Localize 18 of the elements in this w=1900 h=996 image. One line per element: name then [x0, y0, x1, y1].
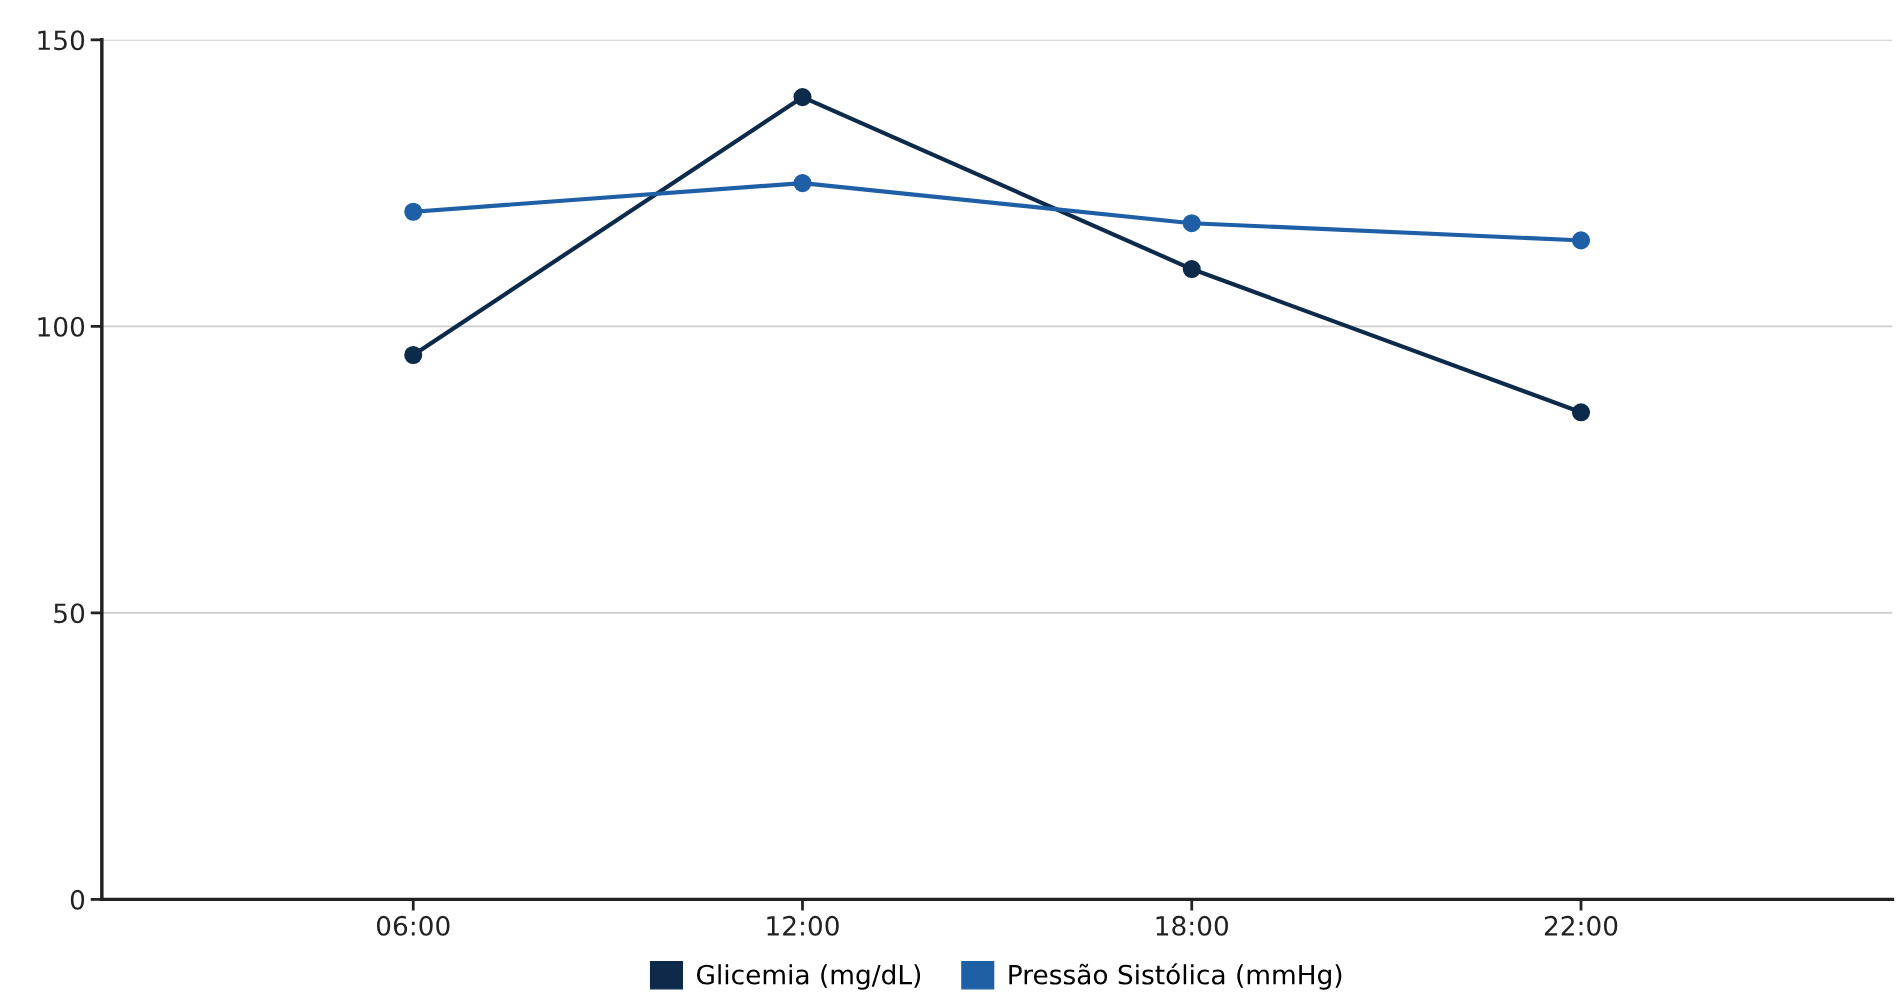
point [1571, 231, 1591, 250]
point [793, 88, 812, 107]
x-tick-label: 22:00 [1544, 915, 1618, 936]
point [793, 174, 812, 193]
point [1182, 214, 1201, 233]
point [404, 202, 423, 221]
y-tick-label: 50 [54, 603, 85, 624]
y-tick-label: 100 [38, 316, 85, 337]
x-tick-label: 06:00 [376, 915, 450, 936]
legend-label: Glicemia (mg/dL) [696, 964, 921, 990]
x-tick-label: 12:00 [767, 915, 839, 936]
point [1182, 260, 1201, 279]
point [404, 345, 423, 365]
y-tick-label: 0 [70, 889, 85, 910]
x-tick-label: 18:00 [1156, 915, 1229, 936]
point [1571, 403, 1591, 422]
y-tick-label: 150 [38, 30, 85, 51]
legend-label: Pressão Sistólica (mmHg) [1009, 963, 1342, 990]
